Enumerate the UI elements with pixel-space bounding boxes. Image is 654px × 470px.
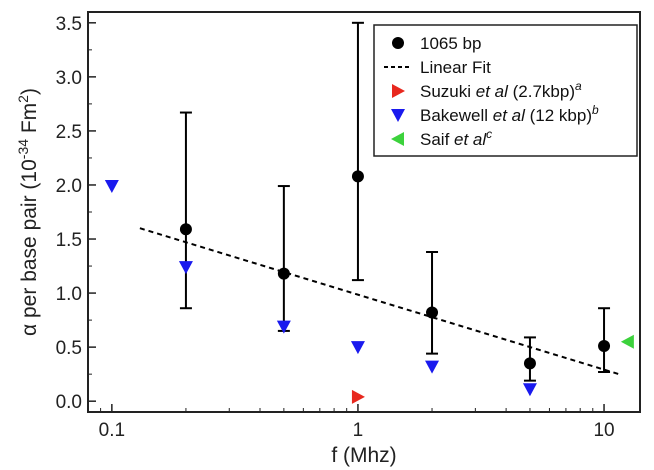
series-bakewell-et-al-12-kbp-b-point [522, 383, 537, 397]
y-tick-label: 0.0 [56, 392, 82, 413]
x-tick-label: 1 [353, 420, 364, 441]
axis-ticks: 0.1 1 10 0.0 0.5 1.0 1.5 2.0 2.5 3.0 3.5 [56, 14, 615, 441]
legend-label: Bakewell et al (12 kbp)b [420, 103, 599, 125]
series-bakewell-et-al-12-kbp-b-point [178, 261, 193, 275]
plot-marks [104, 21, 634, 404]
legend-marker-1065-bp [392, 37, 404, 49]
series-linear-fit-line [139, 227, 620, 376]
y-tick-label: 2.0 [56, 176, 82, 197]
legend: 1065 bp Linear Fit Suzuki et al (2.7kbp)aB… [373, 24, 638, 157]
series-1065-bp-point [179, 223, 192, 236]
series-bakewell-et-al-12-kbp-b-point [425, 360, 440, 374]
series-saif-et-alc-point [620, 334, 634, 349]
legend-marker-bakewell-et-al-12-kbp-b [391, 109, 405, 122]
series-bakewell-et-al-12-kbp-b-point [350, 341, 365, 355]
series-1065-bp-point [351, 170, 364, 183]
legend-label: Linear Fit [420, 58, 491, 77]
x-tick-label: 0.1 [99, 420, 125, 441]
series-1065-bp-point [426, 306, 439, 319]
x-tick-label: 10 [593, 420, 614, 441]
legend-label: Suzuki et al (2.7kbp)a [420, 79, 582, 101]
y-tick-label: 0.5 [56, 338, 82, 359]
legend-marker-suzuki-et-al-2-7kbp-a [392, 84, 405, 98]
y-axis-label: α per base pair (10-34 Fm2) [15, 88, 41, 336]
legend-box [373, 24, 638, 157]
x-axis-label: f (Mhz) [331, 444, 396, 467]
series-1065-bp-point [598, 340, 611, 353]
series-suzuki-et-al-2-7kbp-a-point [351, 389, 365, 404]
y-tick-label: 2.5 [56, 122, 82, 143]
series-bakewell-et-al-12-kbp-b-point [104, 180, 119, 194]
legend-marker-saif-et-alc [391, 132, 404, 146]
y-tick-label: 1.0 [56, 284, 82, 305]
series-1065-bp-point [523, 357, 536, 370]
legend-label: 1065 bp [420, 34, 481, 53]
y-tick-label: 1.5 [56, 230, 82, 251]
series-bakewell-et-al-12-kbp-b-point [276, 320, 291, 334]
legend-label: Saif et alc [420, 127, 492, 149]
y-tick-label: 3.0 [56, 68, 82, 89]
y-tick-label: 3.5 [56, 14, 82, 35]
